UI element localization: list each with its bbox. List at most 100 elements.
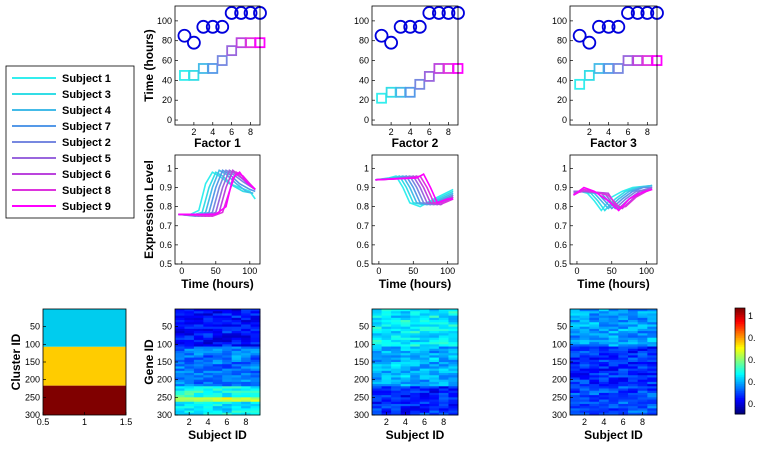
scatter-point-circle [224, 6, 239, 20]
heatmap-cell [184, 362, 195, 365]
heatmap-cell [231, 355, 242, 358]
heatmap-cell [628, 364, 639, 367]
y-tick-label: 20 [162, 95, 172, 105]
heatmap-cell [637, 408, 648, 411]
y-tick-label: 60 [359, 56, 369, 66]
heatmap-cell [608, 406, 619, 409]
heatmap-cell [438, 377, 449, 381]
heatmap-cell [628, 335, 639, 339]
heatmap-cell [203, 375, 214, 378]
heatmap-cell [241, 346, 251, 350]
heatmap-cell [193, 344, 204, 347]
x-tick-label: 8 [441, 417, 446, 427]
heatmap-cell [438, 309, 449, 312]
heatmap-cell [372, 403, 382, 407]
heatmap-cell [212, 373, 223, 376]
heatmap-cell [391, 331, 402, 334]
heatmap-cell [429, 408, 440, 411]
heatmap-cell [589, 379, 600, 383]
heatmap-cell [448, 309, 459, 312]
heatmap-cell [599, 337, 610, 341]
heatmap-cell [231, 410, 242, 414]
heatmap-cell [184, 320, 195, 323]
y-tick-label: 150 [354, 357, 369, 367]
heatmap-cell [212, 375, 223, 378]
y-tick-label: 150 [25, 357, 40, 367]
heatmap-cell [628, 337, 639, 341]
heatmap-cell [410, 342, 421, 345]
heatmap-cell [212, 392, 223, 396]
heatmap-cell [250, 355, 261, 358]
heatmap-cell [608, 386, 619, 389]
heatmap-cell [438, 386, 449, 389]
heatmap-cell [400, 346, 411, 350]
heatmap-cell [175, 353, 185, 356]
heatmap-cell [372, 390, 382, 394]
heatmap-cell [203, 344, 214, 347]
heatmap-cell [579, 320, 590, 323]
heatmap-cell [400, 375, 411, 378]
heatmap-cell [400, 399, 411, 403]
y-tick-label: 200 [157, 375, 172, 385]
heatmap-cell [647, 359, 658, 363]
heatmap-cell [184, 406, 195, 409]
heatmap-cell [589, 359, 600, 363]
colorbar-segment [735, 366, 745, 369]
heatmap-cell [608, 322, 619, 325]
cluster-band [43, 385, 126, 415]
scatter-point-square [376, 92, 387, 104]
colorbar-segment [735, 329, 745, 332]
heatmap-cell [608, 326, 619, 330]
heatmap-cell [647, 322, 658, 325]
heatmap-cell [241, 366, 251, 370]
heatmap-cell [628, 401, 639, 405]
heatmap-cell [429, 366, 440, 370]
heatmap-cell [618, 375, 629, 378]
heatmap-cell [372, 392, 382, 396]
y-tick-label: 0.7 [356, 221, 369, 231]
heatmap-cell [203, 331, 214, 334]
heatmap-cell [608, 366, 619, 370]
heatmap-cell [372, 368, 382, 372]
heatmap-cell [193, 399, 204, 403]
heatmap-cell [647, 315, 658, 319]
heatmap-cell [175, 397, 185, 400]
scatter-point-circle [592, 19, 606, 34]
heatmap-cell [438, 350, 449, 354]
heatmap-cell [618, 384, 629, 387]
heatmap-cell [231, 357, 242, 361]
heatmap-cell [212, 337, 223, 341]
heatmap-cell [193, 359, 204, 363]
heatmap-cell [448, 410, 459, 414]
scatter-point-circle [601, 19, 616, 34]
heatmap-cell [391, 357, 402, 361]
heatmap-cell [381, 311, 392, 314]
y-tick-label: 250 [354, 392, 369, 402]
heatmap-cell [429, 331, 440, 334]
heatmap-cell [419, 317, 430, 321]
heatmap-cell [212, 362, 223, 365]
heatmap-cell [589, 324, 600, 328]
heatmap-cell [419, 357, 430, 361]
heatmap-cell [410, 317, 421, 321]
x-tick-label: 50 [211, 266, 221, 276]
heatmap-cell [579, 348, 590, 352]
scatter-point-circle [422, 6, 437, 20]
heatmap-cell [618, 403, 629, 407]
heatmap-cell [608, 357, 619, 361]
heatmap-cell [372, 406, 382, 409]
heatmap-cell [400, 337, 411, 341]
heatmap-cell [448, 384, 459, 387]
x-axis-label: Time (hours) [577, 277, 649, 291]
heatmap-cell [250, 326, 261, 330]
heatmap-cell [570, 359, 581, 363]
heatmap-cell [429, 328, 440, 332]
heatmap-cell [608, 344, 619, 347]
colorbar-segment [735, 378, 745, 381]
heatmap-cell [381, 353, 392, 356]
heatmap-cell [193, 390, 204, 394]
heatmap-cell [391, 368, 402, 372]
heatmap-cell [410, 326, 421, 330]
heatmap-cell [419, 370, 430, 374]
heatmap-cell [628, 359, 639, 363]
